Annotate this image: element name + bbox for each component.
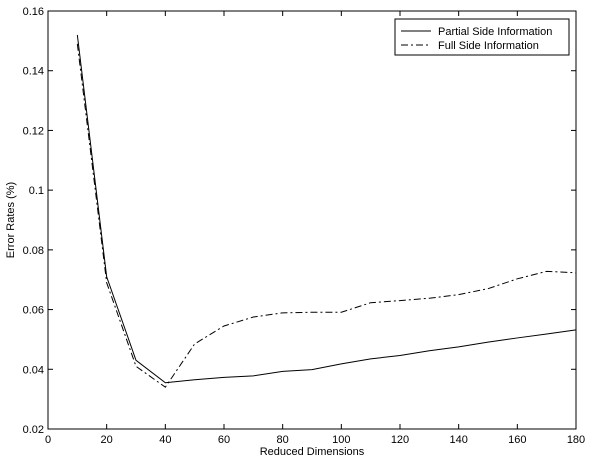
y-tick-label: 0.16 [23,6,44,18]
y-axis-ticks: 0.02 0.04 0.06 0.08 0.1 0.12 0.14 0.16 [23,6,576,436]
x-tick-label: 180 [567,434,585,446]
x-tick-label: 160 [508,434,526,446]
plot-area [47,10,577,430]
legend-label-full: Full Side Information [438,40,539,52]
y-axis-label: Error Rates (%) [5,182,17,258]
x-axis-label: Reduced Dimensions [260,446,365,458]
y-tick-label: 0.14 [23,66,44,78]
x-axis-ticks: 0 20 40 60 80 100 120 140 160 180 [45,11,585,446]
x-tick-label: 40 [159,434,171,446]
x-tick-label: 80 [277,434,289,446]
series-layer [76,34,577,388]
x-tick-label: 0 [45,434,51,446]
x-tick-label: 60 [218,434,230,446]
x-tick-label: 120 [391,434,409,446]
x-tick-label: 100 [332,434,350,446]
x-tick-label: 20 [101,434,113,446]
y-tick-label: 0.04 [23,364,44,376]
legend-label-partial: Partial Side Information [438,26,552,38]
y-tick-label: 0.08 [23,245,44,257]
y-tick-label: 0.12 [23,125,44,137]
y-tick-label: 0.02 [23,424,44,436]
series-line-1 [76,43,577,388]
y-tick-label: 0.1 [29,185,44,197]
legend: Partial Side Information Full Side Infor… [394,18,570,56]
series-line-0 [76,34,577,384]
y-tick-label: 0.06 [23,305,44,317]
legend-box [394,18,570,56]
x-tick-label: 140 [449,434,467,446]
